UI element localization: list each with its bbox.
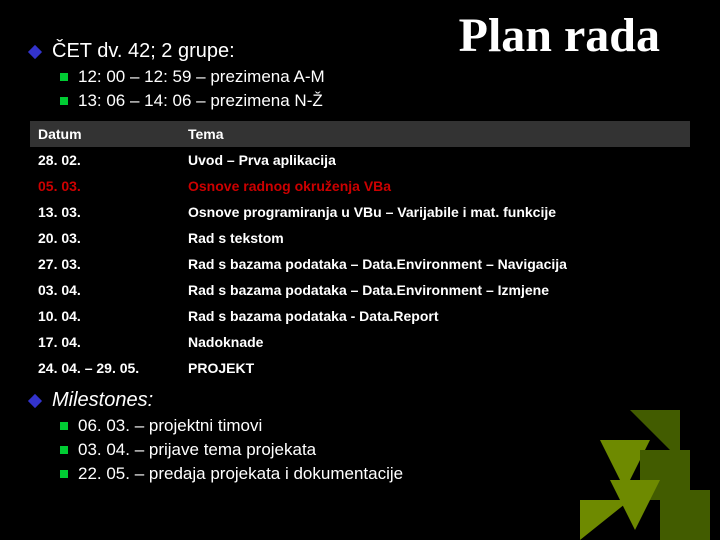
sub-bullet-row: 13: 06 – 14: 06 – prezimena N-Ž (30, 91, 690, 111)
table-row: 24. 04. – 29. 05.PROJEKT (30, 355, 690, 381)
table-row: 17. 04.Nadoknade (30, 329, 690, 355)
milestone-item: 06. 03. – projektni timovi (30, 416, 690, 436)
milestones-section: Milestones: 06. 03. – projektni timovi 0… (30, 389, 690, 484)
cell-date: 24. 04. – 29. 05. (30, 355, 180, 381)
cell-topic: Osnove radnog okruženja VBa (180, 173, 690, 199)
cell-topic: Rad s bazama podataka - Data.Report (180, 303, 690, 329)
cell-date: 20. 03. (30, 225, 180, 251)
cell-date: 27. 03. (30, 251, 180, 277)
schedule-table-container: Datum Tema 28. 02.Uvod – Prva aplikacija… (30, 121, 690, 381)
cell-date: 05. 03. (30, 173, 180, 199)
table-row: 27. 03.Rad s bazama podataka – Data.Envi… (30, 251, 690, 277)
table-row: 03. 04.Rad s bazama podataka – Data.Envi… (30, 277, 690, 303)
milestone-text: 06. 03. – projektni timovi (78, 416, 262, 436)
table-row: 05. 03.Osnove radnog okruženja VBa (30, 173, 690, 199)
header-topic: Tema (180, 121, 690, 147)
milestone-item: 22. 05. – predaja projekata i dokumentac… (30, 464, 690, 484)
cell-date: 13. 03. (30, 199, 180, 225)
table-row: 10. 04.Rad s bazama podataka - Data.Repo… (30, 303, 690, 329)
slide-title: Plan rada (459, 8, 660, 63)
main-bullet-text: ČET dv. 42; 2 grupe: (52, 40, 235, 63)
schedule-table: Datum Tema 28. 02.Uvod – Prva aplikacija… (30, 121, 690, 381)
square-bullet-icon (60, 470, 68, 478)
cell-topic: Rad s bazama podataka – Data.Environment… (180, 251, 690, 277)
square-bullet-icon (60, 422, 68, 430)
header-date: Datum (30, 121, 180, 147)
diamond-bullet-icon (28, 393, 42, 407)
milestone-text: 22. 05. – predaja projekata i dokumentac… (78, 464, 403, 484)
milestone-text: 03. 04. – prijave tema projekata (78, 440, 316, 460)
table-header-row: Datum Tema (30, 121, 690, 147)
cell-date: 03. 04. (30, 277, 180, 303)
milestones-label: Milestones: (52, 389, 153, 412)
cell-date: 10. 04. (30, 303, 180, 329)
cell-topic: Osnove programiranja u VBu – Varijabile … (180, 199, 690, 225)
table-row: 20. 03.Rad s tekstom (30, 225, 690, 251)
cell-topic: Uvod – Prva aplikacija (180, 147, 690, 173)
square-bullet-icon (60, 446, 68, 454)
cell-topic: Nadoknade (180, 329, 690, 355)
milestone-item: 03. 04. – prijave tema projekata (30, 440, 690, 460)
cell-topic: PROJEKT (180, 355, 690, 381)
cell-date: 17. 04. (30, 329, 180, 355)
square-bullet-icon (60, 97, 68, 105)
cell-date: 28. 02. (30, 147, 180, 173)
sub-bullet-text: 12: 00 – 12: 59 – prezimena A-M (78, 67, 325, 87)
milestones-bullet-row: Milestones: (30, 389, 690, 412)
sub-bullet-row: 12: 00 – 12: 59 – prezimena A-M (30, 67, 690, 87)
sub-bullet-text: 13: 06 – 14: 06 – prezimena N-Ž (78, 91, 323, 111)
table-row: 13. 03.Osnove programiranja u VBu – Vari… (30, 199, 690, 225)
table-row: 28. 02.Uvod – Prva aplikacija (30, 147, 690, 173)
cell-topic: Rad s tekstom (180, 225, 690, 251)
cell-topic: Rad s bazama podataka – Data.Environment… (180, 277, 690, 303)
square-bullet-icon (60, 73, 68, 81)
diamond-bullet-icon (28, 44, 42, 58)
